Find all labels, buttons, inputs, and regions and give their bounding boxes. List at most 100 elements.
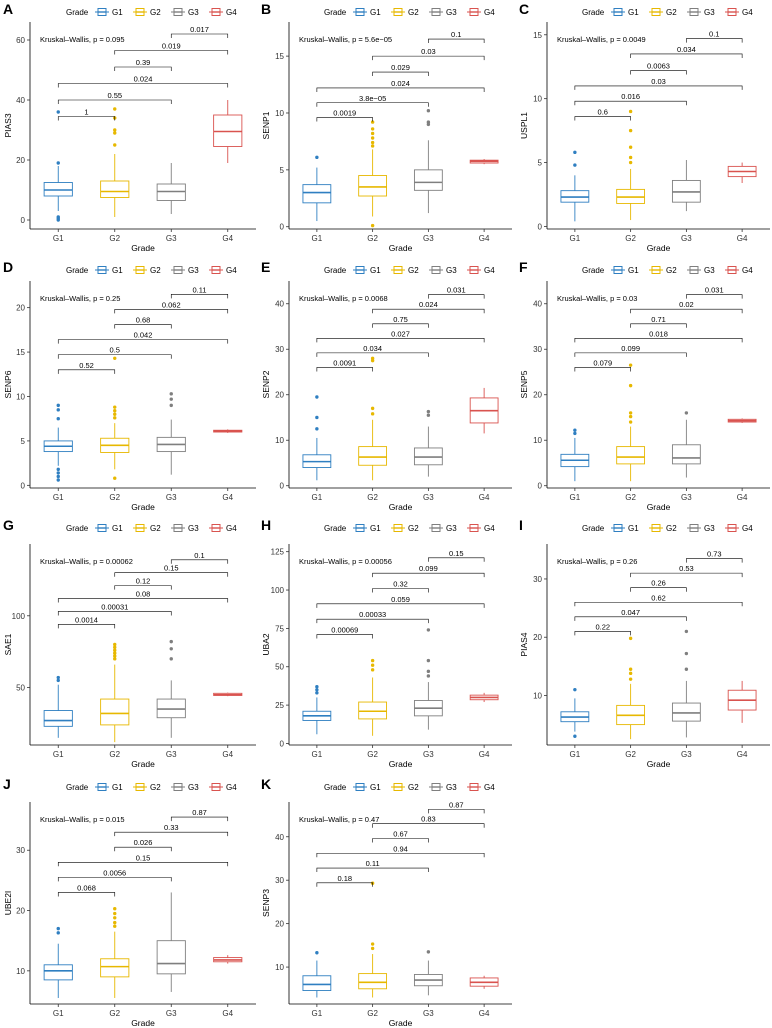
comparison-bracket — [57, 116, 116, 121]
comparison-p-value: 0.18 — [337, 874, 352, 883]
box-g3 — [671, 160, 701, 212]
box-g3 — [156, 892, 186, 992]
comparison-bracket — [630, 587, 687, 592]
comparison-p-value: 0.029 — [391, 63, 410, 72]
legend-title: Grade — [66, 783, 89, 792]
kruskal-wallis-label: Kruskal–Wallis, p = 0.095 — [40, 35, 125, 44]
legend-key-g1: G1 — [95, 524, 123, 533]
outlier-point — [426, 658, 431, 663]
box-g1 — [560, 150, 590, 222]
comparison-bracket — [57, 354, 172, 359]
comparison-g1-g3: 0.11 — [316, 859, 429, 873]
legend-label-g2: G2 — [408, 783, 419, 792]
outlier-point — [113, 405, 117, 409]
box-g1 — [43, 403, 73, 482]
legend-key-g4: G4 — [209, 524, 237, 533]
outlier-point — [169, 392, 173, 396]
box-iqr — [302, 184, 332, 204]
y-tick-label: 0 — [21, 216, 26, 225]
box-g4 — [213, 429, 243, 433]
panel-j: J 10 20 30 G1 G2 G3 G4 Grade UBE2I Kruskal–Wallis,… — [3, 776, 256, 1028]
legend-key-g1: G1 — [353, 8, 381, 17]
box-g4 — [469, 975, 499, 989]
comparison-g1-g4: 0.03 — [574, 77, 743, 90]
comparison-bracket — [57, 369, 116, 374]
kruskal-wallis-label: Kruskal–Wallis, p = 0.03 — [557, 294, 637, 303]
comparison-p-value: 0.75 — [393, 315, 408, 324]
comparison-p-value: 0.11 — [366, 859, 380, 868]
kruskal-wallis-label: Kruskal–Wallis, p = 0.25 — [40, 294, 120, 303]
box-g1 — [560, 687, 590, 738]
legend-key-g2: G2 — [391, 8, 419, 17]
y-axis-title: SENP1 — [261, 111, 271, 139]
comparison-bracket — [114, 324, 172, 329]
y-tick-label: 20 — [16, 156, 25, 165]
comparison-p-value: 0.024 — [134, 75, 153, 84]
comparison-p-value: 0.5 — [110, 346, 120, 355]
comparison-g3-g4: 0.031 — [686, 286, 743, 299]
x-tick-label: G4 — [737, 234, 748, 243]
y-tick-label: 40 — [16, 96, 25, 105]
comparison-p-value: 0.68 — [136, 316, 151, 325]
x-tick-label: G1 — [570, 750, 581, 759]
box-iqr — [43, 710, 73, 727]
comparison-p-value: 0.55 — [107, 91, 122, 100]
x-tick-label: G4 — [479, 493, 490, 502]
legend-key-g4: G4 — [467, 524, 495, 533]
comparison-p-value: 0.099 — [621, 344, 640, 353]
comparison-p-value: 0.15 — [136, 853, 151, 862]
comparison-g3-g4: 0.11 — [170, 285, 229, 299]
legend-title: Grade — [324, 524, 347, 533]
x-tick-label: G4 — [222, 234, 233, 243]
comparison-bracket — [170, 33, 229, 38]
comparison-g1-g2: 0.0019 — [316, 109, 373, 122]
outlier-point — [113, 907, 117, 911]
comparison-bracket — [372, 308, 485, 314]
panel-letter: H — [261, 517, 271, 533]
outlier-point — [113, 916, 117, 920]
legend: Grade G1 G2 G3 G4 — [324, 8, 495, 17]
legend-title: Grade — [324, 266, 347, 275]
box-g2 — [616, 636, 646, 740]
outlier-point — [628, 383, 633, 388]
legend-label-g2: G2 — [408, 524, 419, 533]
comparison-p-value: 0.03 — [651, 77, 666, 86]
x-tick-label: G1 — [312, 750, 323, 759]
y-axis-title: USPL1 — [519, 112, 529, 139]
box-g2 — [358, 881, 388, 998]
box-g3 — [413, 109, 443, 214]
outlier-point — [113, 476, 117, 480]
comparison-g2-g3: 0.75 — [372, 315, 429, 328]
legend-key-g4: G4 — [209, 783, 237, 792]
kruskal-wallis-label: Kruskal–Wallis, p = 0.00062 — [40, 557, 133, 566]
comparison-bracket — [316, 352, 429, 357]
comparison-p-value: 0.1 — [451, 30, 461, 39]
x-tick-label: G2 — [367, 750, 378, 759]
box-g4 — [469, 387, 499, 434]
x-tick-label: G2 — [367, 493, 378, 502]
outlier-point — [370, 942, 375, 946]
comparison-p-value: 0.00031 — [101, 602, 128, 611]
comparison-bracket — [57, 861, 229, 867]
legend-key-g3: G3 — [171, 8, 199, 17]
legend-label-g4: G4 — [742, 524, 753, 533]
outlier-point — [113, 924, 117, 928]
x-axis-title: Grade — [389, 502, 413, 512]
comparison-bracket — [170, 294, 229, 299]
legend-key-g3: G3 — [429, 8, 457, 17]
y-axis-title: SENP3 — [261, 889, 271, 917]
outlier-point — [684, 629, 689, 634]
box-g1 — [302, 684, 332, 735]
comparison-p-value: 0.62 — [651, 593, 666, 602]
comparison-p-value: 0.079 — [593, 358, 612, 367]
y-tick-label: 60 — [16, 36, 25, 45]
y-axis-title: UBA2 — [261, 633, 271, 655]
legend-title: Grade — [66, 8, 89, 17]
legend-label-g3: G3 — [446, 524, 457, 533]
legend: Grade G1 G2 G3 G4 — [324, 266, 495, 275]
comparison-g1-g4: 0.024 — [316, 79, 485, 92]
legend-label-g4: G4 — [226, 524, 237, 533]
legend-key-g3: G3 — [171, 524, 199, 533]
outlier-point — [113, 409, 117, 413]
box-g3 — [156, 639, 186, 738]
